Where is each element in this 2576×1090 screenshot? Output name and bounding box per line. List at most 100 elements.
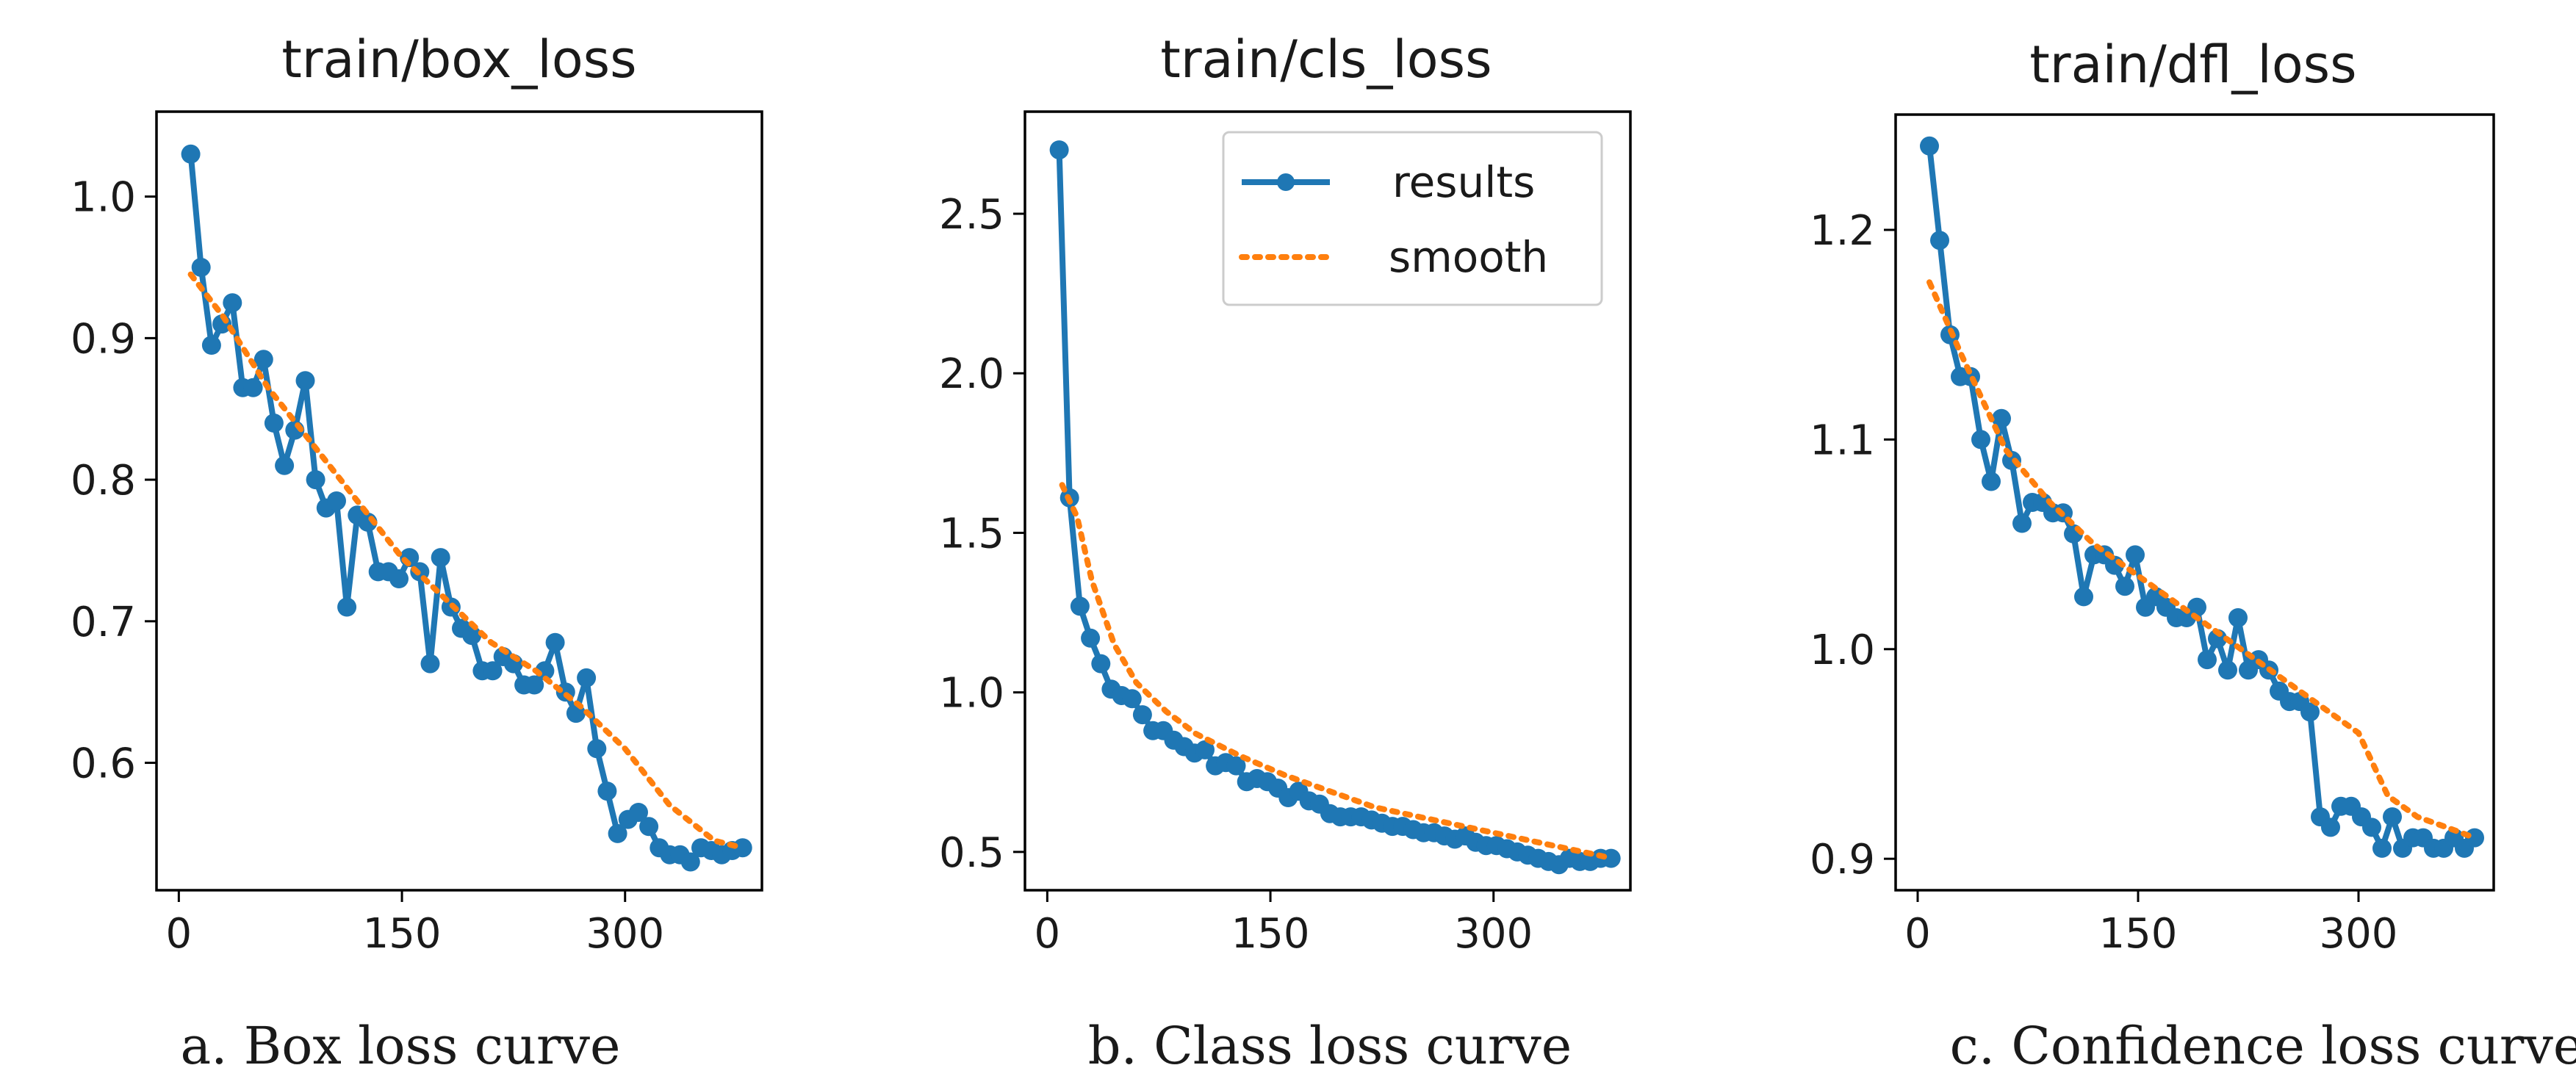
class-loss-ytick-label: 2.5 bbox=[939, 191, 1004, 239]
class-loss-ytick-label: 0.5 bbox=[939, 829, 1004, 877]
class-loss-title: train/cls_loss bbox=[1160, 29, 1492, 90]
box-loss-xtick-label: 300 bbox=[586, 910, 664, 958]
box-loss-results-point bbox=[306, 470, 325, 490]
confidence-loss-xtick-label: 300 bbox=[2320, 910, 2398, 958]
confidence-loss-results-point bbox=[2198, 650, 2217, 670]
class-loss-legend: results smooth bbox=[1222, 131, 1603, 306]
confidence-loss-ytick-label: 1.0 bbox=[1810, 627, 1875, 674]
class-loss-ytick-label: 1.5 bbox=[939, 510, 1004, 557]
class-loss-results-point bbox=[1070, 596, 1090, 616]
class-loss-caption: b. Class loss curve bbox=[1088, 1016, 1572, 1076]
confidence-loss-results-point bbox=[2115, 577, 2134, 596]
box-loss-results-point bbox=[420, 654, 440, 674]
class-loss-results-point bbox=[1122, 689, 1142, 709]
box-loss-smooth-line bbox=[187, 271, 746, 851]
confidence-loss-results-point bbox=[2126, 545, 2145, 565]
confidence-loss-xtick-label: 150 bbox=[2099, 910, 2178, 958]
confidence-loss-results-point bbox=[1930, 231, 1949, 250]
confidence-loss-results-point bbox=[2012, 513, 2032, 533]
box-loss-results-point bbox=[733, 838, 752, 858]
class-loss-ytick-label: 2.0 bbox=[939, 350, 1004, 398]
class-loss-ytick-label: 1.0 bbox=[939, 670, 1004, 718]
class-loss-panel: train/cls_loss 0 150 300 0.5 1.0 1.5 2.0 2.5 re… bbox=[939, 29, 1632, 1076]
confidence-loss-title: train/dfl_loss bbox=[2029, 35, 2356, 95]
box-loss-results-line bbox=[187, 154, 744, 865]
box-loss-title: train/box_loss bbox=[281, 29, 636, 90]
class-loss-xtick-label: 0 bbox=[1035, 910, 1061, 958]
box-loss-results-point bbox=[639, 817, 659, 837]
box-loss-results-point bbox=[462, 626, 482, 646]
box-loss-ytick-label: 0.6 bbox=[71, 740, 136, 788]
confidence-loss-results-point bbox=[1971, 430, 1990, 450]
confidence-loss-ytick-label: 0.9 bbox=[1810, 836, 1875, 884]
box-loss-results-point bbox=[243, 378, 263, 397]
box-loss-xtick-label: 0 bbox=[166, 910, 193, 958]
box-loss-results-point bbox=[545, 632, 565, 652]
box-loss-results-point bbox=[608, 823, 627, 843]
box-loss-results-point bbox=[223, 293, 242, 313]
confidence-loss-results-point bbox=[2187, 597, 2206, 617]
confidence-loss-axes-frame bbox=[1894, 113, 2495, 892]
box-loss-results-point bbox=[253, 350, 273, 369]
confidence-loss-results-point bbox=[1982, 472, 2001, 491]
confidence-loss-results-point bbox=[1992, 408, 2011, 428]
class-loss-results-point bbox=[1132, 705, 1152, 725]
box-loss-results-point bbox=[587, 739, 607, 759]
box-loss-results-point bbox=[431, 548, 450, 568]
confidence-loss-ytick-label: 1.2 bbox=[1810, 207, 1875, 255]
box-loss-xtick-label: 150 bbox=[363, 910, 442, 958]
box-loss-results-point bbox=[680, 852, 700, 872]
box-loss-results-point bbox=[191, 258, 211, 277]
confidence-loss-results-point bbox=[2362, 818, 2381, 837]
box-loss-ytick-label: 1.0 bbox=[71, 174, 136, 222]
box-loss-ytick-label: 0.7 bbox=[71, 599, 136, 646]
class-loss-smooth-line bbox=[1059, 482, 1614, 862]
legend-results-marker bbox=[1277, 173, 1295, 191]
box-loss-ytick-label: 0.8 bbox=[71, 457, 136, 505]
box-loss-results-point bbox=[201, 336, 221, 355]
legend-results-label: results bbox=[1392, 157, 1535, 207]
box-loss-results-point bbox=[327, 491, 346, 510]
confidence-loss-xtick-label: 0 bbox=[1904, 910, 1931, 958]
box-loss-results-point bbox=[525, 675, 544, 695]
class-loss-results-point bbox=[1049, 140, 1069, 160]
box-loss-plot: 0 150 300 0.6 0.7 0.8 0.9 1.0 bbox=[71, 144, 752, 958]
class-loss-results-point bbox=[1601, 848, 1621, 868]
box-loss-panel: train/box_loss 0 150 300 0.6 0.7 0.8 0.9 1.0 a.… bbox=[71, 29, 763, 1076]
class-loss-results-point bbox=[1091, 654, 1111, 674]
confidence-loss-results-point bbox=[2300, 702, 2320, 722]
class-loss-xtick-label: 150 bbox=[1231, 910, 1310, 958]
class-loss-axes-frame bbox=[1023, 110, 1632, 892]
legend-box bbox=[1222, 131, 1603, 306]
class-loss-plot: 0 150 300 0.5 1.0 1.5 2.0 2.5 bbox=[939, 140, 1621, 958]
confidence-loss-caption: c. Confidence loss curve bbox=[1950, 1016, 2576, 1076]
box-loss-results-point bbox=[275, 455, 295, 475]
confidence-loss-results-point bbox=[2228, 608, 2248, 627]
box-loss-results-point bbox=[181, 144, 201, 164]
class-loss-results-point bbox=[1195, 740, 1215, 759]
confidence-loss-results-line bbox=[1926, 145, 2477, 851]
box-loss-results-point bbox=[597, 782, 617, 801]
legend-smooth-label: smooth bbox=[1389, 232, 1548, 282]
box-loss-results-point bbox=[295, 371, 315, 391]
box-loss-caption: a. Box loss curve bbox=[181, 1016, 621, 1076]
confidence-loss-results-point bbox=[2321, 818, 2340, 837]
confidence-loss-results-point bbox=[1920, 136, 1939, 156]
confidence-loss-results-point bbox=[2372, 838, 2392, 858]
confidence-loss-ytick-label: 1.1 bbox=[1810, 416, 1875, 464]
confidence-loss-smooth-line bbox=[1926, 279, 2478, 841]
confidence-loss-results-point bbox=[2074, 587, 2093, 607]
box-loss-results-point bbox=[483, 661, 503, 681]
confidence-loss-plot: 0 150 300 0.9 1.0 1.1 1.2 bbox=[1810, 136, 2484, 958]
class-loss-xtick-label: 300 bbox=[1454, 910, 1533, 958]
confidence-loss-results-point bbox=[2218, 660, 2237, 680]
class-loss-results-point bbox=[1081, 628, 1101, 648]
box-loss-results-point bbox=[629, 803, 648, 822]
box-loss-ytick-label: 0.9 bbox=[71, 315, 136, 363]
confidence-loss-results-point bbox=[2383, 807, 2402, 827]
box-loss-results-point bbox=[337, 597, 357, 617]
box-loss-results-point bbox=[389, 569, 409, 588]
box-loss-results-point bbox=[264, 414, 284, 433]
box-loss-results-point bbox=[577, 668, 597, 687]
